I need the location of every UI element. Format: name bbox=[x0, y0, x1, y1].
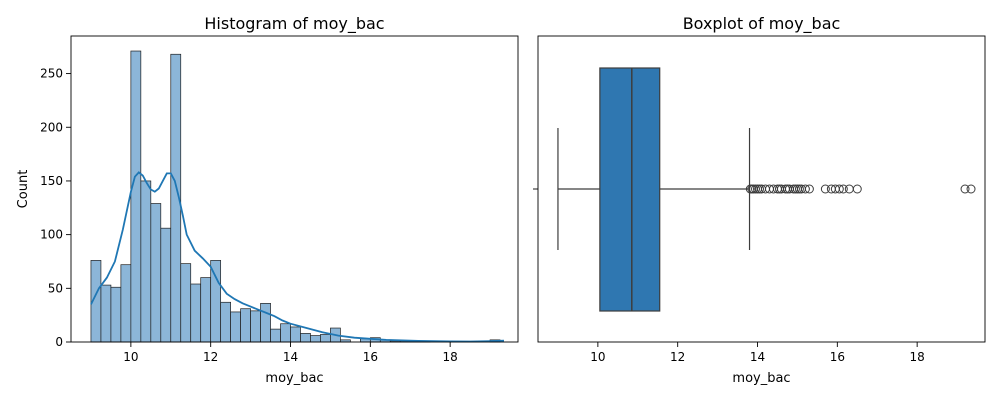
histogram-bar bbox=[230, 311, 241, 343]
boxplot-panel: Boxplot of moy_bac 10 12 14 16 18 moy_bac bbox=[533, 14, 986, 386]
y-tick-label: 50 bbox=[48, 281, 63, 295]
boxplot-x-ticks: 10 12 14 16 18 bbox=[590, 342, 925, 364]
histogram-bar bbox=[270, 328, 281, 343]
histogram-bar bbox=[100, 284, 112, 343]
y-tick-label: 0 bbox=[55, 335, 63, 349]
histogram-bar bbox=[140, 180, 152, 343]
x-tick-label: 18 bbox=[443, 350, 458, 364]
x-tick-label: 10 bbox=[123, 350, 138, 364]
x-tick-label: 12 bbox=[670, 350, 685, 364]
histogram-bar bbox=[160, 227, 172, 343]
histogram-bar bbox=[320, 334, 331, 343]
outlier-point bbox=[960, 184, 970, 194]
histogram-bar bbox=[190, 283, 202, 343]
boxplot-frame bbox=[537, 35, 986, 343]
x-tick-label: 10 bbox=[590, 350, 605, 364]
histogram-title: Histogram of moy_bac bbox=[204, 14, 384, 34]
histogram-frame bbox=[70, 35, 519, 343]
box-iqr bbox=[599, 67, 661, 312]
y-tick-label: 150 bbox=[40, 174, 63, 188]
histogram-bar bbox=[180, 263, 192, 343]
histogram-bar bbox=[260, 302, 271, 343]
histogram-bar bbox=[220, 301, 231, 343]
boxplot-marks bbox=[557, 67, 976, 312]
y-tick-label: 100 bbox=[40, 228, 63, 242]
outlier-point bbox=[820, 184, 830, 194]
histogram-bar bbox=[200, 277, 212, 343]
histogram-bar bbox=[290, 326, 301, 343]
histogram-bar bbox=[240, 308, 251, 343]
y-tick-label: 250 bbox=[40, 67, 63, 81]
histogram-bar bbox=[150, 203, 162, 343]
histogram-x-ticks: 10 12 14 16 18 bbox=[123, 342, 458, 364]
histogram-panel: Histogram of moy_bac 10 12 14 16 18 0 50 100 15… bbox=[16, 14, 519, 386]
outlier-point bbox=[966, 184, 976, 194]
x-tick-label: 14 bbox=[750, 350, 765, 364]
kde-line bbox=[90, 171, 505, 343]
y-tick-label: 200 bbox=[40, 120, 63, 134]
histogram-y-label: Count bbox=[16, 170, 31, 209]
outlier-point bbox=[838, 184, 848, 194]
histogram-bar bbox=[300, 333, 311, 343]
histogram-bar bbox=[120, 264, 132, 343]
histogram-bar bbox=[110, 286, 122, 343]
outlier-point bbox=[834, 184, 844, 194]
outlier-point bbox=[804, 184, 814, 194]
histogram-bar bbox=[210, 260, 222, 343]
outlier-point bbox=[800, 184, 810, 194]
boxplot-x-label: moy_bac bbox=[732, 371, 790, 386]
x-tick-label: 18 bbox=[910, 350, 925, 364]
boxplot-title: Boxplot of moy_bac bbox=[683, 14, 841, 34]
x-tick-label: 14 bbox=[283, 350, 298, 364]
histogram-bar bbox=[310, 335, 321, 343]
histogram-bar bbox=[250, 310, 261, 343]
outlier-point bbox=[852, 184, 862, 194]
histogram-bar bbox=[130, 50, 142, 343]
histogram-x-label: moy_bac bbox=[265, 371, 323, 386]
histogram-bar bbox=[280, 323, 291, 343]
x-tick-label: 16 bbox=[363, 350, 378, 364]
histogram-y-ticks: 0 50 100 150 200 250 bbox=[40, 67, 71, 349]
x-tick-label: 12 bbox=[203, 350, 218, 364]
x-tick-label: 16 bbox=[830, 350, 845, 364]
